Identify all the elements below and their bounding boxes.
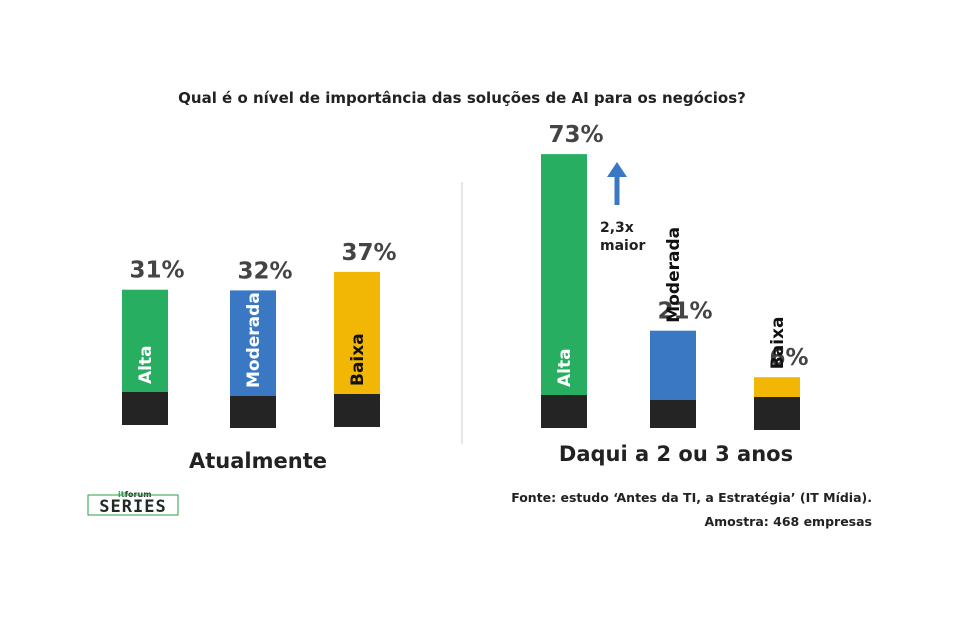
bar-base-moderada-0: [230, 396, 276, 428]
panel-futuro: 73% Alta 21%Moderada 6%Baixa: [541, 122, 809, 430]
bar-alta-1: [541, 154, 587, 395]
logo-series-text: SERIES: [99, 497, 166, 517]
panel-atualmente: 31% Alta 32% Moderada 37% Baixa: [122, 240, 397, 428]
value-label-baixa-0: 37%: [341, 240, 396, 266]
bar-moderada-0: [230, 290, 276, 396]
bar-base-alta-0: [122, 392, 168, 425]
bar-moderada-1: [650, 330, 696, 400]
group-label-futuro: Daqui a 2 ou 3 anos: [559, 442, 793, 466]
growth-annotation: 2,3x maior: [600, 162, 645, 254]
category-label-alta-1: Alta: [555, 348, 575, 387]
logo-frame: [87, 494, 179, 516]
bar-base-baixa-0: [334, 394, 380, 427]
category-label-baixa-0: Baixa: [348, 333, 368, 386]
value-label-moderada-0: 32%: [237, 258, 292, 284]
source-note: Fonte: estudo ‘Antes da TI, a Estratégia…: [511, 490, 872, 505]
value-label-alta-1: 73%: [548, 122, 603, 148]
bar-baixa-0: [334, 271, 380, 394]
category-label-baixa-1: Baixa: [768, 316, 788, 369]
value-label-moderada-1: 21%: [657, 299, 712, 325]
category-label-moderada-0: Moderada: [244, 292, 264, 388]
category-label-alta-0: Alta: [136, 345, 156, 384]
bar-base-baixa-1: [754, 397, 800, 430]
category-label-moderada-1: Moderada: [664, 227, 684, 323]
annotation-line-2: maior: [600, 238, 645, 254]
value-label-alta-0: 31%: [129, 258, 184, 284]
itforum-series-logo: itforum SERIES: [87, 490, 179, 517]
annotation-line-1: 2,3x: [600, 220, 634, 236]
chart-title: Qual é o nível de importância das soluçõ…: [178, 89, 746, 107]
bar-baixa-1: [754, 377, 800, 397]
value-label-baixa-1: 6%: [769, 345, 808, 371]
sample-note: Amostra: 468 empresas: [704, 514, 872, 529]
bar-alta-0: [122, 289, 168, 392]
group-label-atualmente: Atualmente: [189, 449, 327, 473]
bar-base-alta-1: [541, 395, 587, 428]
up-arrow-icon: [607, 162, 627, 205]
bar-base-moderada-1: [650, 400, 696, 428]
